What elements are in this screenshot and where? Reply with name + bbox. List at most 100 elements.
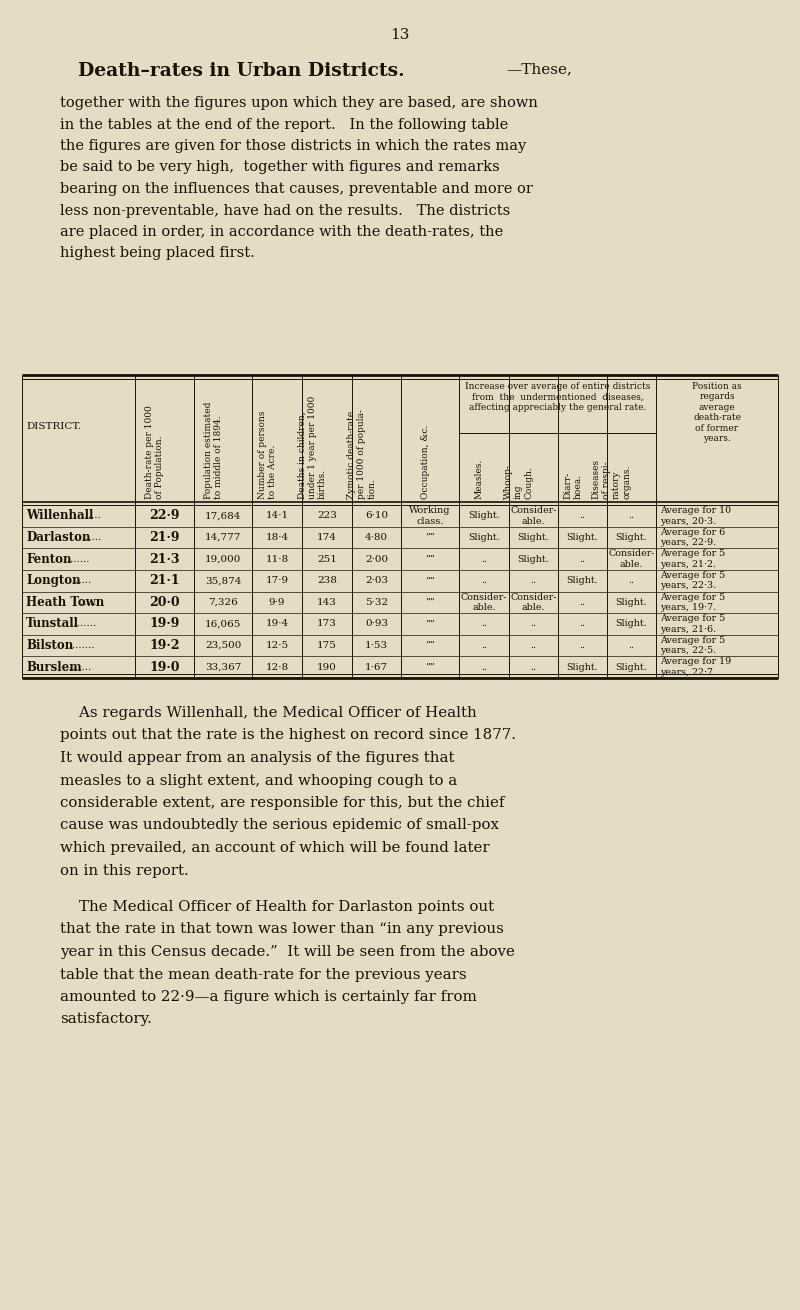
Text: ..: .. — [481, 576, 487, 586]
Text: Slight.: Slight. — [468, 533, 500, 542]
Text: ””: ”” — [425, 641, 435, 650]
Text: 0·93: 0·93 — [365, 620, 388, 629]
Text: Occupation, &c.: Occupation, &c. — [421, 424, 430, 499]
Text: less non-preventable, have had on the results.   The districts: less non-preventable, have had on the re… — [60, 203, 510, 217]
Text: Longton: Longton — [26, 574, 81, 587]
Text: Whoop-
ing
Cough.: Whoop- ing Cough. — [504, 464, 534, 499]
Text: bearing on the influences that causes, preventable and more or: bearing on the influences that causes, p… — [60, 182, 533, 196]
Text: ””: ”” — [425, 620, 435, 629]
Text: 21·1: 21·1 — [149, 574, 180, 587]
Text: Consider-
able.: Consider- able. — [510, 506, 557, 525]
Text: Death–rates in Urban Districts.: Death–rates in Urban Districts. — [78, 62, 405, 80]
Text: Working
class.: Working class. — [410, 506, 450, 525]
Text: Population estimated
to middle of 1894.: Population estimated to middle of 1894. — [203, 402, 223, 499]
Text: year in this Census decade.”  It will be seen from the above: year in this Census decade.” It will be … — [60, 945, 515, 959]
Text: Slight.: Slight. — [518, 554, 550, 563]
Text: which prevailed, an account of which will be found later: which prevailed, an account of which wil… — [60, 841, 490, 855]
Text: ..: .. — [530, 620, 537, 629]
Text: Consider-
able.: Consider- able. — [608, 549, 654, 569]
Text: 19,000: 19,000 — [205, 554, 241, 563]
Text: Measles.: Measles. — [475, 458, 484, 499]
Text: ..: .. — [481, 663, 487, 672]
Text: 12·8: 12·8 — [266, 663, 289, 672]
Text: be said to be very high,  together with figures and remarks: be said to be very high, together with f… — [60, 161, 500, 174]
Text: 173: 173 — [317, 620, 337, 629]
Text: Slight.: Slight. — [616, 597, 647, 607]
Text: Slight.: Slight. — [518, 533, 550, 542]
Text: ........: ........ — [67, 620, 97, 629]
Text: 12·5: 12·5 — [266, 641, 289, 650]
Text: ””: ”” — [425, 663, 435, 672]
Text: are placed in order, in accordance with the death-rates, the: are placed in order, in accordance with … — [60, 225, 503, 238]
Text: 175: 175 — [317, 641, 337, 650]
Text: ..: .. — [579, 554, 586, 563]
Text: 19·4: 19·4 — [266, 620, 289, 629]
Text: 1·53: 1·53 — [365, 641, 388, 650]
Text: ..: .. — [579, 641, 586, 650]
Text: ........: ........ — [62, 576, 91, 586]
Text: Consider-
able.: Consider- able. — [461, 592, 507, 612]
Text: Slight.: Slight. — [566, 663, 598, 672]
Text: Average for 5
years, 22·5.: Average for 5 years, 22·5. — [660, 635, 726, 655]
Text: Number of persons
to the Acre.: Number of persons to the Acre. — [258, 410, 277, 499]
Text: Average for 5
years, 21·2.: Average for 5 years, 21·2. — [660, 549, 726, 569]
Text: Position as
regards
average
death-rate
of former
years.: Position as regards average death-rate o… — [692, 383, 742, 443]
Text: 18·4: 18·4 — [266, 533, 289, 542]
Text: 16,065: 16,065 — [205, 620, 241, 629]
Text: Diarr-
hoea.: Diarr- hoea. — [563, 472, 582, 499]
Text: 2·03: 2·03 — [365, 576, 388, 586]
Text: ..: .. — [579, 597, 586, 607]
Text: .........: ......... — [57, 554, 90, 563]
Text: 174: 174 — [317, 533, 337, 542]
Text: Average for 5
years, 21·6.: Average for 5 years, 21·6. — [660, 614, 726, 634]
Text: ..: .. — [481, 554, 487, 563]
Text: ..: .. — [530, 641, 537, 650]
Text: on in this report.: on in this report. — [60, 863, 189, 878]
Text: satisfactory.: satisfactory. — [60, 1013, 152, 1027]
Text: ..: .. — [579, 511, 586, 520]
Text: table that the mean death-rate for the previous years: table that the mean death-rate for the p… — [60, 968, 466, 981]
Text: ..: .. — [530, 663, 537, 672]
Text: ..: .. — [579, 620, 586, 629]
Text: DISTRICT.: DISTRICT. — [26, 422, 81, 431]
Text: Consider-
able.: Consider- able. — [510, 592, 557, 612]
Text: Heath Town: Heath Town — [26, 596, 104, 609]
Text: 9·9: 9·9 — [269, 597, 286, 607]
Text: Bilston: Bilston — [26, 639, 74, 652]
Text: 251: 251 — [317, 554, 337, 563]
Text: ........: ........ — [62, 663, 91, 672]
Text: 7,326: 7,326 — [208, 597, 238, 607]
Text: ..: .. — [629, 641, 634, 650]
Text: Slight.: Slight. — [468, 511, 500, 520]
Text: Diseases
of respi-
ratory
organs.: Diseases of respi- ratory organs. — [591, 458, 631, 499]
Text: Burslem: Burslem — [26, 660, 82, 673]
Text: 190: 190 — [317, 663, 337, 672]
Text: 19·9: 19·9 — [150, 617, 180, 630]
Text: Average for 6
years, 22·9.: Average for 6 years, 22·9. — [660, 528, 726, 548]
Text: 21·9: 21·9 — [150, 531, 180, 544]
Text: As regards Willenhall, the Medical Officer of Health: As regards Willenhall, the Medical Offic… — [60, 706, 477, 720]
Text: Slight.: Slight. — [616, 533, 647, 542]
Text: Increase over average of entire districts
from  the  undermentioned  diseases,
a: Increase over average of entire district… — [465, 383, 650, 411]
Text: 22·9: 22·9 — [150, 510, 180, 523]
Text: 13: 13 — [390, 28, 410, 42]
Text: the figures are given for those districts in which the rates may: the figures are given for those district… — [60, 139, 526, 153]
Text: together with the figures upon which they are based, are shown: together with the figures upon which the… — [60, 96, 538, 110]
Text: 1·67: 1·67 — [365, 663, 388, 672]
Text: 238: 238 — [317, 576, 337, 586]
Text: ........: ........ — [72, 533, 102, 542]
Text: ””: ”” — [425, 533, 435, 542]
Text: 14·1: 14·1 — [266, 511, 289, 520]
Text: The Medical Officer of Health for Darlaston points out: The Medical Officer of Health for Darlas… — [60, 900, 494, 914]
Text: Average for 5
years, 19·7.: Average for 5 years, 19·7. — [660, 592, 726, 612]
Text: 4·80: 4·80 — [365, 533, 388, 542]
Text: Willenhall: Willenhall — [26, 510, 94, 523]
Text: 11·8: 11·8 — [266, 554, 289, 563]
Text: cause was undoubtedly the serious epidemic of small-pox: cause was undoubtedly the serious epidem… — [60, 819, 499, 832]
Text: Slight.: Slight. — [566, 533, 598, 542]
Text: ””: ”” — [425, 597, 435, 607]
Text: 223: 223 — [317, 511, 337, 520]
Text: 2·00: 2·00 — [365, 554, 388, 563]
Text: ......: ...... — [78, 511, 100, 520]
Text: 143: 143 — [317, 597, 337, 607]
